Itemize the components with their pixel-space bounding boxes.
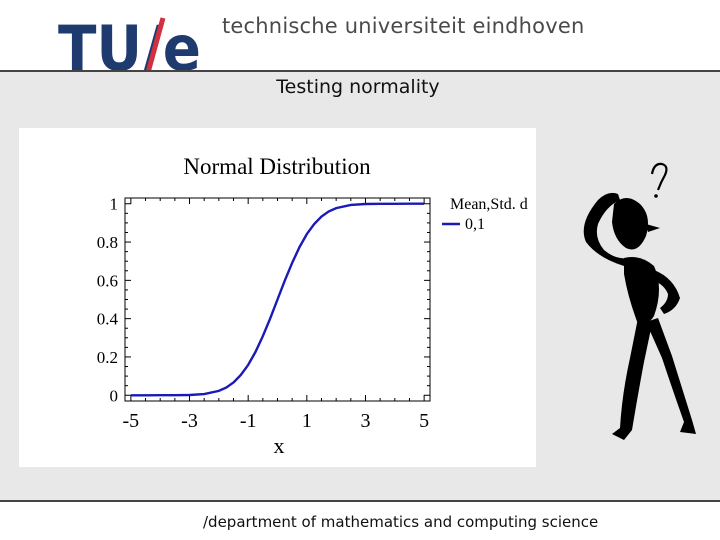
figure-nose <box>646 224 660 232</box>
question-mark-dot <box>654 194 658 198</box>
legend-title: Mean,Std. d <box>450 196 528 213</box>
y-tick-label: 0.8 <box>97 233 118 252</box>
tue-logo-slash <box>143 17 166 81</box>
x-tick-label: 5 <box>419 410 429 432</box>
footer <box>0 502 720 540</box>
x-tick-label: -5 <box>123 410 140 432</box>
y-tick-label: 1 <box>110 195 119 214</box>
header: TU/e technische universiteit eindhoven <box>0 0 720 84</box>
x-axis-label: x <box>274 433 285 458</box>
y-tick-label: 0.2 <box>97 348 118 367</box>
department-name: /department of mathematics and computing… <box>203 513 599 531</box>
figure-hip-arm <box>652 270 680 314</box>
legend: Mean,Std. d 0,1 <box>442 196 528 233</box>
x-tick-label: -3 <box>181 410 198 432</box>
y-tick-label: 0.6 <box>97 271 118 290</box>
x-axis: -5 -3 -1 1 3 5 <box>123 198 429 432</box>
header-divider <box>0 70 720 72</box>
figure-right-leg <box>646 318 696 434</box>
confused-stick-figure-clipart <box>583 162 696 440</box>
normal-cdf-chart: Normal Distribution 00.20.40.60.81 -5 -3-… <box>97 154 528 458</box>
figure-torso <box>624 257 659 325</box>
x-tick-label: 3 <box>360 410 370 432</box>
series-line-0-1 <box>130 202 425 397</box>
figure-head <box>612 198 648 250</box>
footer-divider <box>0 500 720 502</box>
question-mark-icon <box>650 162 668 191</box>
figure-left-leg <box>612 318 652 440</box>
x-tick-label: -1 <box>240 410 257 432</box>
chart-panel: Normal Distribution 0 0.2 0.4 0.6 0.8 1 -5 -3-… <box>19 128 536 467</box>
chart-title: Normal Distribution <box>183 154 371 179</box>
slide-title: Testing normality <box>276 76 440 98</box>
y-tick-label: 0 <box>110 386 119 405</box>
y-tick-label: 0.4 <box>97 310 119 329</box>
university-name: technische universiteit eindhoven <box>222 14 585 38</box>
y-axis: 0 0.2 0.4 0.6 0.8 1 <box>97 195 430 405</box>
legend-entry-0-1: 0,1 <box>465 216 485 233</box>
figure-raised-arm <box>583 192 628 266</box>
x-tick-label: 1 <box>302 410 312 432</box>
